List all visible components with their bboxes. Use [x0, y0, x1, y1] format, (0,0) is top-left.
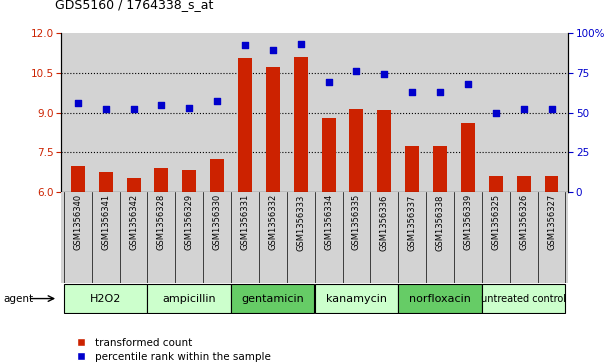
Bar — [321, 118, 335, 192]
FancyBboxPatch shape — [482, 284, 565, 313]
Text: ampicillin: ampicillin — [163, 294, 216, 303]
Point — [324, 79, 334, 85]
Bar — [182, 170, 196, 192]
Text: GSM1356326: GSM1356326 — [519, 194, 528, 250]
Text: GSM1356329: GSM1356329 — [185, 194, 194, 250]
Text: GSM1356331: GSM1356331 — [241, 194, 249, 250]
Text: untreated control: untreated control — [481, 294, 566, 303]
Text: GSM1356339: GSM1356339 — [463, 194, 472, 250]
Bar — [544, 176, 558, 192]
Bar — [433, 146, 447, 192]
Text: GSM1356342: GSM1356342 — [129, 194, 138, 250]
FancyBboxPatch shape — [315, 284, 398, 313]
Text: GSM1356333: GSM1356333 — [296, 194, 306, 250]
Bar — [405, 146, 419, 192]
Text: GSM1356334: GSM1356334 — [324, 194, 333, 250]
FancyBboxPatch shape — [147, 284, 231, 313]
FancyBboxPatch shape — [64, 284, 147, 313]
Text: GSM1356325: GSM1356325 — [491, 194, 500, 250]
Point — [101, 106, 111, 112]
Text: GDS5160 / 1764338_s_at: GDS5160 / 1764338_s_at — [55, 0, 213, 11]
Point — [351, 68, 361, 74]
Point — [296, 41, 306, 47]
Bar — [349, 109, 364, 192]
Legend: transformed count, percentile rank within the sample: transformed count, percentile rank withi… — [67, 334, 276, 363]
Text: norfloxacin: norfloxacin — [409, 294, 471, 303]
Bar — [266, 67, 280, 192]
Text: GSM1356340: GSM1356340 — [73, 194, 82, 250]
Text: GSM1356337: GSM1356337 — [408, 194, 417, 250]
Text: GSM1356328: GSM1356328 — [157, 194, 166, 250]
Point — [547, 106, 557, 112]
Point — [408, 89, 417, 95]
Point — [435, 89, 445, 95]
Text: GSM1356338: GSM1356338 — [436, 194, 445, 250]
Bar — [126, 178, 141, 192]
Point — [491, 110, 500, 115]
FancyBboxPatch shape — [231, 284, 315, 313]
Bar — [61, 192, 568, 283]
Point — [156, 102, 166, 107]
Text: agent: agent — [3, 294, 33, 303]
Bar — [99, 172, 112, 192]
Bar — [461, 123, 475, 192]
Text: gentamicin: gentamicin — [241, 294, 304, 303]
Bar — [155, 168, 169, 192]
Bar — [517, 176, 530, 192]
Text: H2O2: H2O2 — [90, 294, 122, 303]
Text: GSM1356332: GSM1356332 — [268, 194, 277, 250]
Point — [73, 100, 82, 106]
Point — [212, 98, 222, 104]
Text: GSM1356341: GSM1356341 — [101, 194, 110, 250]
Point — [129, 106, 139, 112]
Bar — [238, 58, 252, 192]
Text: GSM1356336: GSM1356336 — [380, 194, 389, 250]
Bar — [489, 176, 503, 192]
Bar — [294, 57, 308, 192]
Point — [268, 47, 278, 53]
Bar — [71, 166, 85, 192]
FancyBboxPatch shape — [398, 284, 481, 313]
Point — [463, 81, 473, 87]
Text: GSM1356327: GSM1356327 — [547, 194, 556, 250]
Text: GSM1356330: GSM1356330 — [213, 194, 222, 250]
Bar — [210, 159, 224, 192]
Point — [240, 42, 250, 48]
Point — [379, 71, 389, 77]
Point — [185, 105, 194, 111]
Point — [519, 106, 529, 112]
Bar — [378, 110, 391, 192]
Text: GSM1356335: GSM1356335 — [352, 194, 361, 250]
Text: kanamycin: kanamycin — [326, 294, 387, 303]
